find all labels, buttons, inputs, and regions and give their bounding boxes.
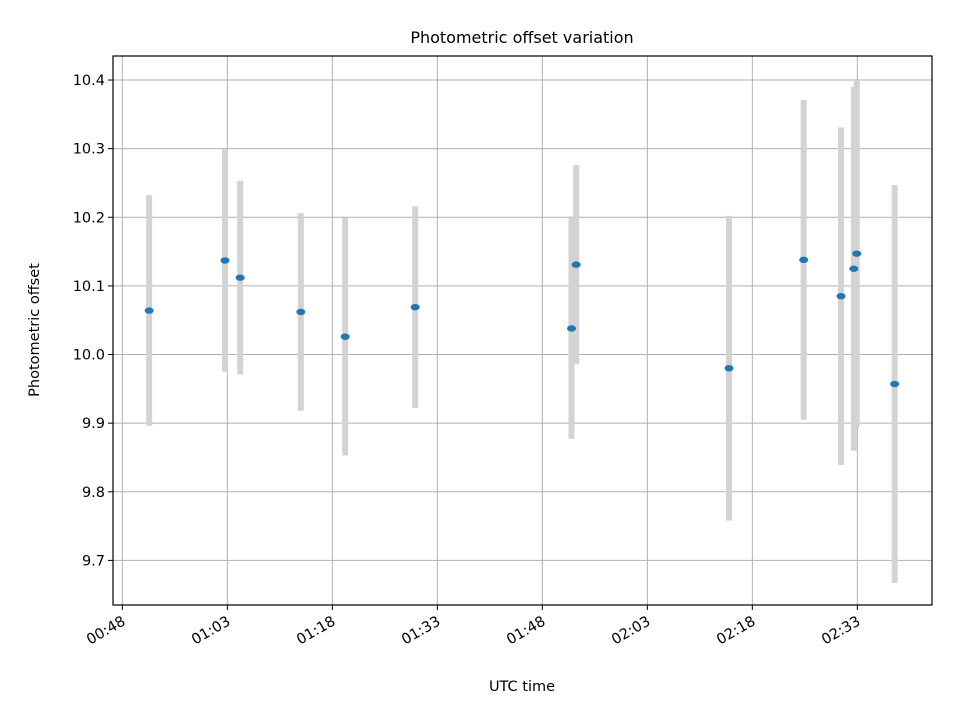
y-tick-label: 9.7	[82, 553, 105, 569]
y-tick-label: 10.1	[73, 279, 105, 295]
data-point	[890, 380, 900, 388]
data-point	[410, 303, 420, 311]
data-point	[852, 250, 862, 257]
y-tick-label: 9.8	[82, 485, 105, 501]
data-point	[220, 257, 230, 264]
grid-lines	[113, 56, 932, 605]
data-point	[567, 325, 576, 332]
y-tick-label: 10.0	[73, 348, 105, 364]
data-point	[340, 333, 350, 340]
plot-frame	[112, 55, 933, 606]
data-point	[571, 261, 581, 268]
y-axis-label: Photometric offset	[27, 263, 43, 397]
data-point	[849, 265, 859, 272]
data-point	[799, 256, 809, 264]
y-tick-label: 9.9	[82, 416, 105, 432]
data-point	[724, 365, 734, 372]
data-point	[296, 308, 306, 316]
data-points	[144, 250, 900, 388]
data-point	[235, 274, 245, 281]
y-tick-label: 10.2	[73, 210, 105, 226]
x-axis-label: UTC time	[489, 679, 555, 695]
y-axis-ticks: 9.7 9.8 9.9 10.0 10.1 10.2 10.3 10.4	[73, 73, 113, 569]
data-point	[144, 307, 154, 314]
y-tick-label: 10.3	[73, 142, 105, 158]
y-tick-label: 10.4	[73, 73, 105, 89]
chart-title: Photometric offset variation	[410, 28, 633, 47]
data-point	[836, 292, 846, 300]
